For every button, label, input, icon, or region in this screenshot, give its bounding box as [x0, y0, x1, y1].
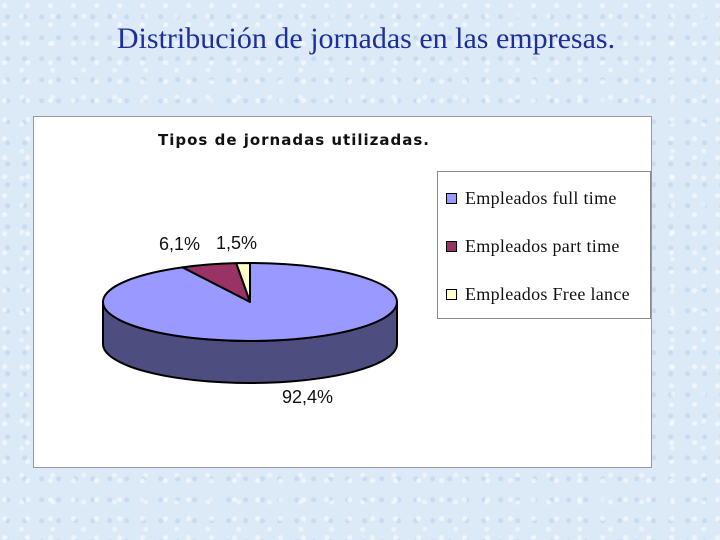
chart-title: Tipos de jornadas utilizadas.: [158, 131, 430, 149]
data-label-free-lance: 1,5%: [216, 233, 258, 253]
legend-label-part-time: Empleados part time: [465, 235, 620, 256]
data-label-full-time: 92,4%: [282, 387, 334, 407]
chart-area: Tipos de jornadas utilizadas. 92,4% 6,1%…: [33, 116, 652, 468]
chart-legend: Empleados full time Empleados part time …: [437, 171, 651, 319]
legend-swatch-full-time: [446, 192, 457, 204]
pie-chart: [102, 262, 398, 384]
slide-title: Distribución de jornadas en las empresas…: [116, 22, 616, 55]
legend-label-full-time: Empleados full time: [465, 187, 617, 208]
legend-swatch-part-time: [446, 240, 457, 252]
legend-swatch-free-lance: [446, 288, 457, 300]
data-label-part-time: 6,1%: [159, 234, 201, 254]
legend-label-free-lance: Empleados Free lance: [465, 283, 630, 304]
legend-item-full-time: Empleados full time: [446, 186, 617, 210]
pie-slice-full-time: [102, 262, 398, 342]
legend-item-free-lance: Empleados Free lance: [446, 282, 630, 306]
legend-item-part-time: Empleados part time: [446, 234, 620, 258]
